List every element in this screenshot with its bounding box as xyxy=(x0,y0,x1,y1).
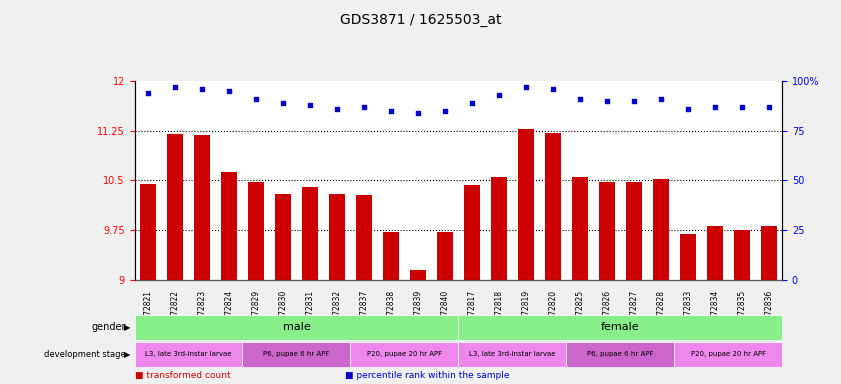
Bar xyxy=(545,132,561,280)
Point xyxy=(357,104,371,110)
Bar xyxy=(383,232,399,280)
Bar xyxy=(653,179,669,280)
Text: development stage: development stage xyxy=(45,350,126,359)
Point xyxy=(141,89,155,96)
Bar xyxy=(599,182,615,280)
Text: ▶: ▶ xyxy=(124,323,130,332)
Point xyxy=(708,104,722,110)
Point xyxy=(331,106,344,112)
Bar xyxy=(356,195,372,280)
Bar xyxy=(626,182,642,280)
Bar xyxy=(221,172,237,280)
Bar xyxy=(410,270,426,280)
Text: gender: gender xyxy=(92,322,126,333)
Point xyxy=(168,84,182,90)
Point xyxy=(492,91,505,98)
Point xyxy=(438,108,452,114)
Bar xyxy=(680,234,696,280)
Point xyxy=(222,88,235,94)
Text: GDS3871 / 1625503_at: GDS3871 / 1625503_at xyxy=(340,13,501,27)
Point xyxy=(600,98,613,104)
Bar xyxy=(302,187,318,280)
Bar xyxy=(733,230,749,280)
Text: male: male xyxy=(283,322,310,333)
Point xyxy=(762,104,775,110)
Bar xyxy=(518,129,534,280)
Text: ■ transformed count: ■ transformed count xyxy=(135,371,230,380)
Point xyxy=(465,99,479,106)
Point xyxy=(654,96,668,102)
Text: ■ percentile rank within the sample: ■ percentile rank within the sample xyxy=(345,371,510,380)
Text: P6, pupae 6 hr APF: P6, pupae 6 hr APF xyxy=(263,351,330,357)
Point xyxy=(304,101,317,108)
Point xyxy=(384,108,398,114)
Text: P20, pupae 20 hr APF: P20, pupae 20 hr APF xyxy=(690,351,765,357)
Bar xyxy=(436,232,453,280)
Bar xyxy=(329,194,345,280)
Bar xyxy=(275,194,291,280)
Text: P6, pupae 6 hr APF: P6, pupae 6 hr APF xyxy=(587,351,653,357)
Bar xyxy=(140,184,156,280)
Bar xyxy=(490,177,507,280)
Point xyxy=(681,106,695,112)
Bar xyxy=(463,185,480,280)
Point xyxy=(276,99,289,106)
Bar xyxy=(248,182,264,280)
Text: P20, pupae 20 hr APF: P20, pupae 20 hr APF xyxy=(367,351,442,357)
Bar xyxy=(760,226,777,280)
Point xyxy=(195,86,209,92)
Point xyxy=(573,96,586,102)
Point xyxy=(546,86,559,92)
Bar xyxy=(167,134,183,280)
Bar xyxy=(194,135,210,280)
Text: L3, late 3rd-instar larvae: L3, late 3rd-instar larvae xyxy=(469,351,556,357)
Point xyxy=(411,109,425,116)
Text: ▶: ▶ xyxy=(124,350,130,359)
Point xyxy=(519,84,532,90)
Bar xyxy=(572,177,588,280)
Text: female: female xyxy=(601,322,639,333)
Point xyxy=(249,96,262,102)
Point xyxy=(627,98,641,104)
Bar xyxy=(706,226,722,280)
Text: L3, late 3rd-instar larvae: L3, late 3rd-instar larvae xyxy=(145,351,232,357)
Point xyxy=(735,104,748,110)
